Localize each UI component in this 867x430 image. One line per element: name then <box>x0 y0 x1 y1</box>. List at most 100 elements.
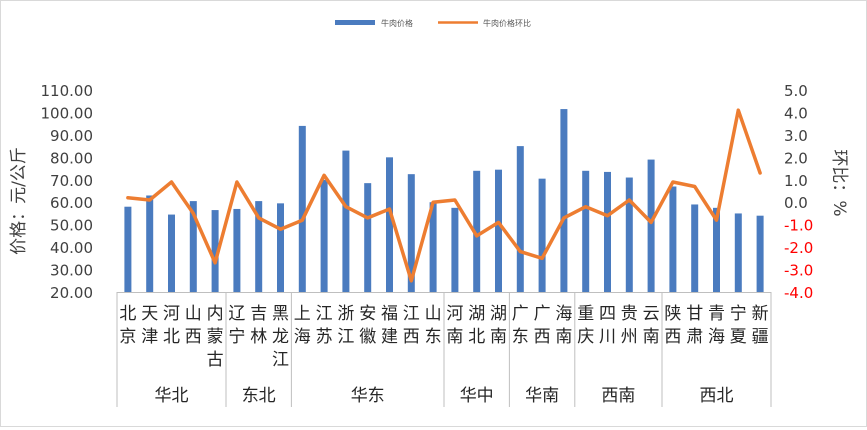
category-label: 夏 <box>730 327 747 347</box>
bar <box>757 216 764 292</box>
group-label: 华东 <box>351 386 385 406</box>
left-tick-label: 30.00 <box>50 262 93 280</box>
category-label: 肃 <box>686 327 703 347</box>
category-label: 蒙 <box>207 327 224 347</box>
category-label: 陕 <box>664 304 681 324</box>
right-tick-label: 2.0 <box>784 149 808 167</box>
category-label: 海 <box>708 327 725 347</box>
bar <box>517 146 524 292</box>
category-label: 黑 <box>272 304 289 324</box>
category-label: 江 <box>403 304 420 324</box>
bar <box>168 215 175 292</box>
left-tick-label: 110.00 <box>41 82 94 100</box>
left-tick-label: 100.00 <box>41 104 94 122</box>
category-label: 江 <box>316 304 333 324</box>
category-label: 北 <box>468 327 485 347</box>
category-label: 西 <box>534 327 551 347</box>
category-label: 西 <box>403 327 420 347</box>
category-label: 京 <box>119 327 136 347</box>
bar <box>451 208 458 292</box>
bar <box>648 160 655 292</box>
bar <box>299 126 306 292</box>
category-label: 东 <box>512 327 529 347</box>
bar <box>233 209 240 292</box>
category-label: 山 <box>185 304 202 324</box>
category-label: 疆 <box>752 327 769 347</box>
category-label: 西 <box>664 327 681 347</box>
category-label: 北 <box>163 327 180 347</box>
line-path <box>128 110 760 281</box>
x-axis: 北京天津河北山西内蒙古辽宁吉林黑龙江上海江苏浙江安徽福建江西山东河南湖北湖南广东… <box>117 292 771 407</box>
category-label: 津 <box>141 327 158 347</box>
bar <box>146 195 153 292</box>
left-tick-label: 20.00 <box>50 284 93 302</box>
category-label: 湖 <box>490 304 507 324</box>
bar <box>124 207 131 292</box>
bar <box>669 187 676 292</box>
category-label: 林 <box>250 327 267 347</box>
left-axis: 20.0030.0040.0050.0060.0070.0080.0090.00… <box>9 82 93 302</box>
category-label: 州 <box>621 327 638 347</box>
left-tick-label: 40.00 <box>50 239 93 257</box>
bar <box>691 204 698 292</box>
category-label: 福 <box>381 304 398 324</box>
category-label: 青 <box>708 304 725 324</box>
category-label: 广 <box>534 304 551 324</box>
category-label: 川 <box>599 327 616 347</box>
bar <box>321 180 328 292</box>
category-label: 云 <box>643 304 660 324</box>
category-label: 南 <box>490 327 507 347</box>
group-label: 华中 <box>460 386 494 406</box>
category-label: 东 <box>425 327 442 347</box>
group-label: 华北 <box>155 386 189 406</box>
left-tick-label: 70.00 <box>50 172 93 190</box>
group-label: 西南 <box>601 386 635 406</box>
right-tick-label: 3.0 <box>784 127 808 145</box>
group-label: 东北 <box>242 386 276 406</box>
left-tick-label: 50.00 <box>50 217 93 235</box>
category-label: 建 <box>381 327 398 347</box>
right-tick-label: 0.0 <box>784 194 808 212</box>
bar <box>735 213 742 292</box>
right-axis-title: 环比：% <box>829 149 849 216</box>
category-label: 南 <box>446 327 463 347</box>
bar <box>582 171 589 292</box>
bar <box>495 170 502 292</box>
bar <box>364 183 371 292</box>
category-label: 北 <box>119 304 136 324</box>
bar <box>626 178 633 292</box>
legend-label-bar: 牛肉价格 <box>381 18 413 28</box>
right-tick-label: 4.0 <box>784 104 808 122</box>
category-label: 宁 <box>228 327 245 347</box>
bar <box>277 203 284 292</box>
category-label: 吉 <box>250 304 267 324</box>
category-label: 上 <box>294 304 311 324</box>
bar <box>604 172 611 292</box>
group-label: 华南 <box>525 386 559 406</box>
right-tick-label: -4.0 <box>784 284 813 302</box>
category-label: 西 <box>185 327 202 347</box>
left-tick-label: 80.00 <box>50 149 93 167</box>
category-label: 庆 <box>577 327 594 347</box>
category-label: 江 <box>272 350 289 370</box>
category-label: 河 <box>446 304 463 324</box>
left-tick-label: 90.00 <box>50 127 93 145</box>
category-label: 山 <box>425 304 442 324</box>
legend-label-line: 牛肉价格环比 <box>483 18 531 28</box>
category-label: 新 <box>752 304 769 324</box>
category-label: 古 <box>207 350 224 370</box>
category-label: 龙 <box>272 327 289 347</box>
right-tick-label: -2.0 <box>784 239 813 257</box>
category-label: 江 <box>337 327 354 347</box>
right-tick-label: -1.0 <box>784 217 813 235</box>
category-label: 海 <box>555 304 572 324</box>
category-label: 南 <box>555 327 572 347</box>
category-label: 贵 <box>621 304 638 324</box>
right-axis: -4.0-3.0-2.0-1.00.01.02.03.04.05.0环比：% <box>784 82 849 302</box>
legend: 牛肉价格 牛肉价格环比 <box>335 18 531 28</box>
category-label: 内 <box>207 304 224 324</box>
category-label: 重 <box>577 304 594 324</box>
left-axis-title: 价格：元/公斤 <box>9 147 29 255</box>
category-label: 广 <box>512 304 529 324</box>
